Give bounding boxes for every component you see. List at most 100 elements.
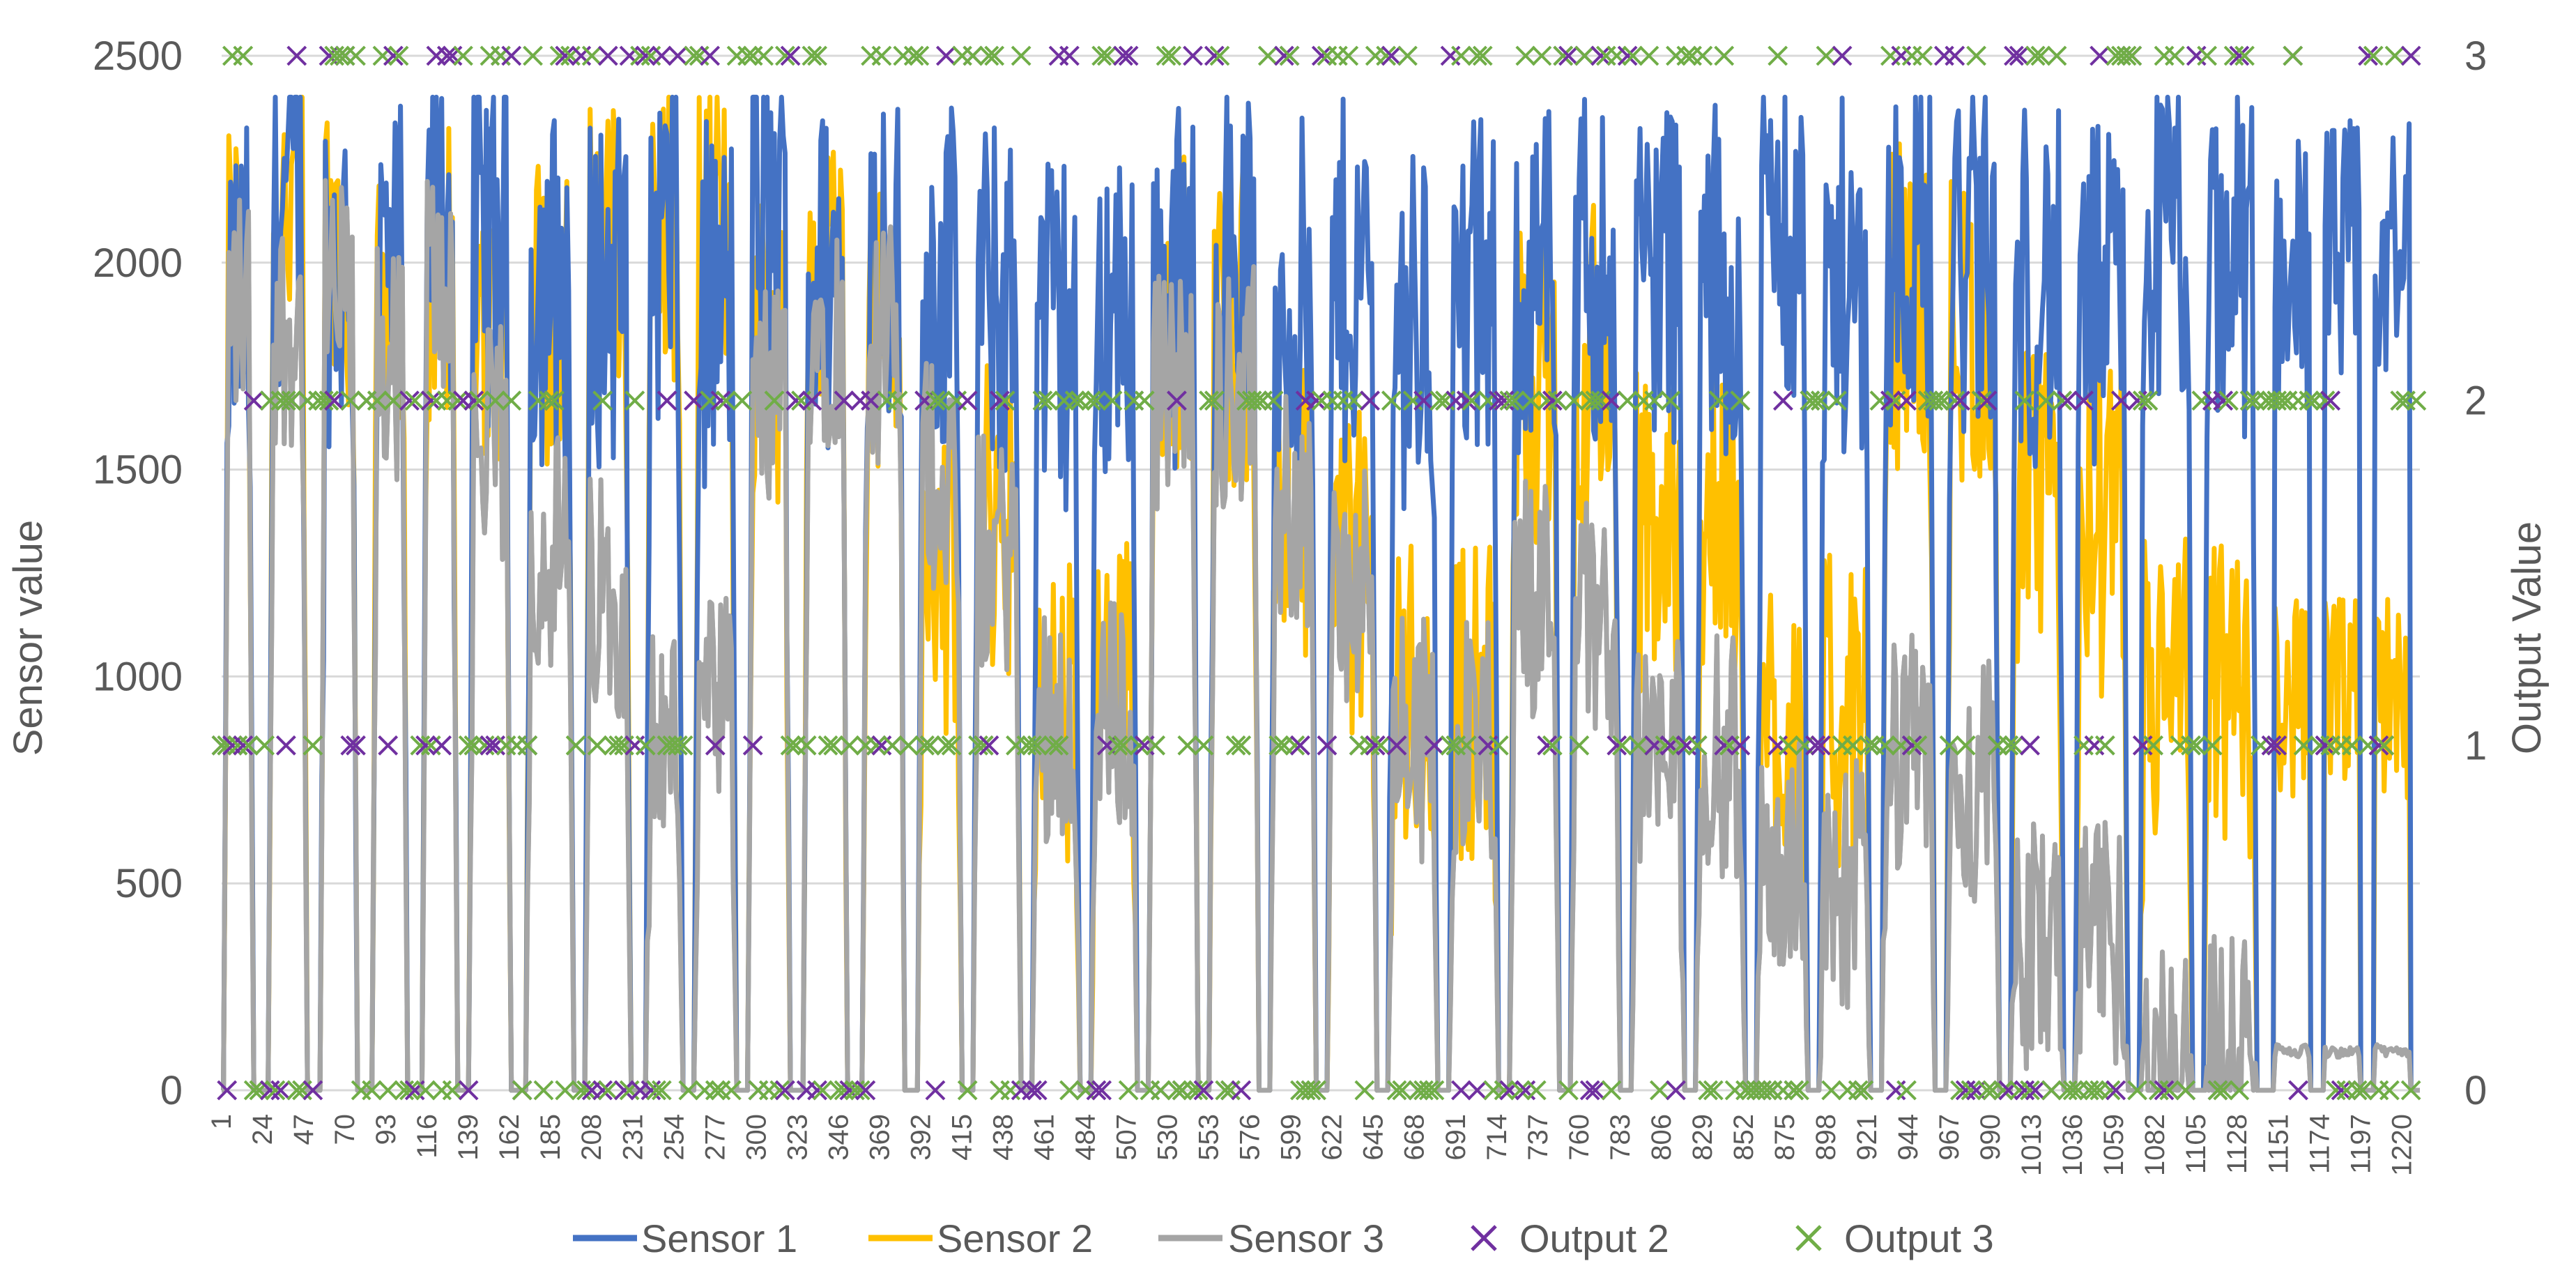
output-3-marker: [753, 45, 774, 66]
output-2-marker: [1381, 45, 1402, 66]
output-3-marker: [281, 390, 302, 411]
output-2-marker: [340, 735, 361, 756]
output-2-marker: [780, 45, 801, 66]
series-sensor-3-overlay: [221, 178, 2421, 1093]
legend-marker-output-2: [1471, 1225, 1497, 1251]
output-2-marker: [1601, 390, 1622, 411]
output-3-marker: [1027, 735, 1048, 756]
x-tick-label: 484: [1071, 1114, 1101, 1161]
y2-axis-title: Output Value: [2504, 521, 2550, 754]
output-3-marker: [539, 390, 560, 411]
output-3-marker: [1768, 45, 1788, 66]
output-2-marker: [834, 390, 854, 411]
output-2-marker: [935, 45, 956, 66]
output-3-marker: [1542, 735, 1563, 756]
output-3-marker: [1660, 390, 1681, 411]
output-3-marker: [737, 45, 758, 66]
output-3-marker: [458, 735, 479, 756]
output-3-marker: [1510, 1080, 1531, 1101]
output-3-marker: [1488, 735, 1509, 756]
output-3-marker: [243, 1080, 264, 1101]
output-3-marker: [807, 45, 827, 66]
output-3-marker: [963, 45, 983, 66]
output-3-marker: [576, 1080, 597, 1101]
x-tick-label: 898: [1811, 1114, 1841, 1161]
output-3-marker: [2347, 1080, 2368, 1101]
output-3-marker: [1306, 1080, 1326, 1101]
output-2-marker: [378, 735, 399, 756]
output-3-marker: [1756, 1080, 1777, 1101]
output-3-marker: [383, 390, 404, 411]
output-2-marker: [2106, 1080, 2126, 1101]
output-3-marker: [302, 735, 323, 756]
output-2-marker: [1317, 735, 1337, 756]
x-tick-label: 1: [206, 1114, 237, 1129]
output-3-marker: [1161, 45, 1182, 66]
x-tick-label: 116: [412, 1114, 443, 1159]
output-3-marker: [329, 45, 350, 66]
output-3-marker: [404, 390, 425, 411]
output-3-marker: [1354, 1080, 1375, 1101]
output-3-marker: [1263, 390, 1284, 411]
output-2-marker: [415, 735, 436, 756]
output-3-marker: [1285, 735, 1305, 756]
output-3-marker: [1612, 735, 1632, 756]
output-2-marker: [233, 735, 254, 756]
output-3-marker: [1177, 735, 1198, 756]
output-3-marker: [286, 1080, 307, 1101]
output-2-marker: [2331, 1080, 2352, 1101]
output-2-marker: [2073, 390, 2094, 411]
output-2-marker: [1617, 45, 1638, 66]
output-2-marker: [1086, 1080, 1107, 1101]
x-tick-label: 1082: [2140, 1114, 2170, 1176]
x-tick-label: 1013: [2016, 1114, 2047, 1176]
output-3-marker: [2293, 735, 2314, 756]
output-3-marker: [523, 45, 543, 66]
output-3-marker: [2299, 390, 2320, 411]
output-2-marker: [989, 390, 1010, 411]
output-3-marker: [802, 45, 822, 66]
output-3-marker: [1247, 390, 1268, 411]
legend-item-sensor-3: Sensor 3: [1158, 1216, 1384, 1260]
output-3-marker: [2181, 735, 2201, 756]
x-tick-label: 369: [864, 1114, 895, 1161]
output-3-marker: [1859, 735, 1879, 756]
output-3-marker: [565, 735, 586, 756]
x-tick-label: 24: [247, 1114, 278, 1145]
output-2-marker: [2261, 735, 2282, 756]
output-3-marker: [882, 735, 903, 756]
x-tick-label: 944: [1893, 1114, 1924, 1161]
output-3-marker: [850, 1080, 871, 1101]
x-tick-label: 438: [988, 1114, 1018, 1161]
output-3-marker: [592, 390, 613, 411]
output-3-marker: [1531, 45, 1552, 66]
output-2-marker: [979, 735, 999, 756]
output-3-marker: [935, 735, 956, 756]
output-3-marker: [2004, 735, 2024, 756]
output-3-marker: [2100, 1080, 2121, 1101]
legend-label-sensor-3: Sensor 3: [1228, 1216, 1384, 1260]
output-2-marker: [1537, 735, 1558, 756]
x-tick-label: 392: [905, 1114, 936, 1161]
x-tick-label: 70: [330, 1114, 360, 1145]
output-3-marker: [1064, 390, 1085, 411]
output-3-marker: [581, 45, 602, 66]
output-3-marker: [2159, 1080, 2180, 1101]
output-3-marker: [1730, 390, 1751, 411]
output-3-marker: [1204, 390, 1225, 411]
x-tick-label: 162: [494, 1114, 525, 1161]
output-3-marker: [1499, 390, 1520, 411]
output-3-marker: [764, 390, 785, 411]
output-3-marker: [1574, 45, 1595, 66]
output-2-marker: [1311, 45, 1332, 66]
x-tick-label: 599: [1276, 1114, 1307, 1161]
output-2-marker: [2229, 45, 2250, 66]
output-3-marker: [1912, 45, 1933, 66]
output-2-marker: [1977, 390, 1998, 411]
output-2-marker: [2288, 1080, 2308, 1101]
output-3-marker: [1134, 390, 1155, 411]
x-tick-label: 1128: [2222, 1114, 2253, 1174]
output-3-marker: [1929, 390, 1949, 411]
x-tick-label: 185: [535, 1114, 566, 1161]
output-3-marker: [2374, 735, 2395, 756]
